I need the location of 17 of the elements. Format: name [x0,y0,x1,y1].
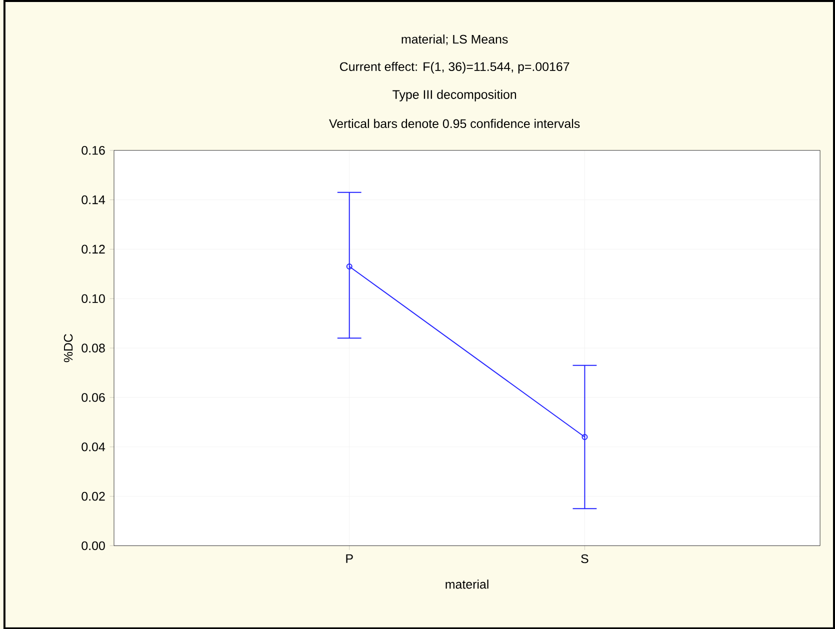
text: Type III decomposition [392,90,516,102]
x-tick-label: S [581,554,588,563]
y-tick-label: 0.02 [82,492,105,501]
y-tick-label: 0.06 [82,392,105,402]
y-axis-title: %DC [64,334,73,362]
x-axis-title: material [446,579,488,589]
chart-subtitle: Current effect: F(1, 36)=11.544, p=.00167 [340,62,570,74]
chart-title: material; LS Means [402,34,508,45]
y-tick-label: 0.04 [82,442,106,452]
y-tick-label: 0.16 [82,146,105,155]
x-tick-label: P [346,554,353,563]
y-tick-label: 0.10 [82,294,105,303]
text: Vertical bars denote 0.95 confidence intervals [329,118,580,128]
y-tick-label: 0.14 [82,195,106,204]
y-tick-label: 0.12 [82,244,105,254]
y-tick-label: 0.08 [82,343,105,352]
y-tick-label: 0.00 [82,541,105,550]
